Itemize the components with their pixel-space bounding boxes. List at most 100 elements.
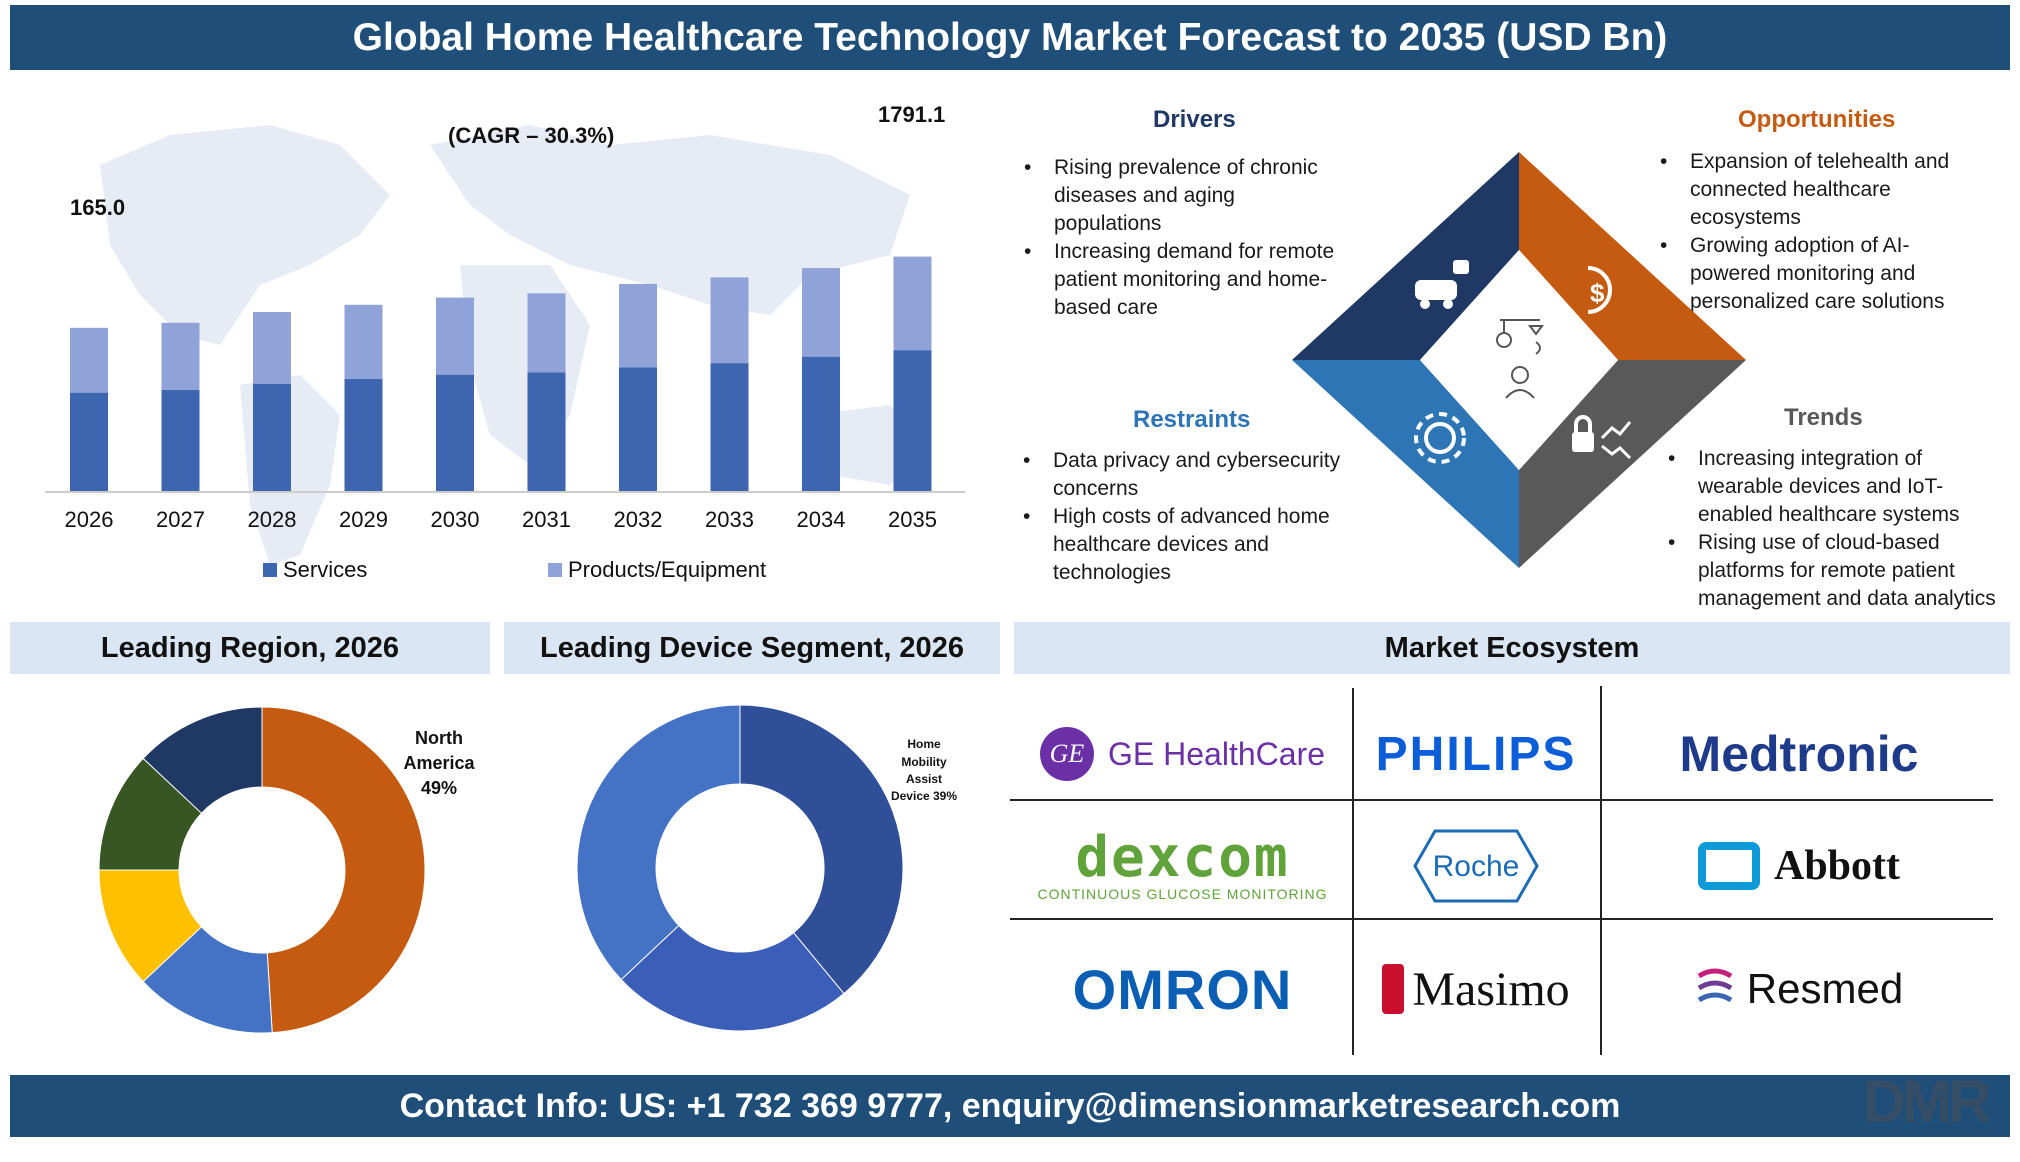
device-donut-chart: Home Mobility Assist Device 39% (576, 704, 957, 1032)
masimo-mark-icon (1382, 964, 1405, 1014)
diamond-restraints-segment (1292, 360, 1519, 568)
masimo-logo: Masimo (1356, 935, 1596, 1043)
restraints-title: Restraints (1133, 406, 1251, 433)
region-donut-chart: North America 49% (98, 706, 476, 1034)
grid-divider (1010, 918, 1993, 920)
ecosystem-panel-header: Market Ecosystem (1014, 622, 2010, 674)
x-tick-label: 2028 (248, 507, 297, 532)
donut-slice-2 (576, 704, 741, 981)
bar-products-2029 (344, 304, 383, 379)
trends-title: Trends (1784, 404, 1863, 431)
diamond-drivers-segment (1292, 152, 1519, 360)
donut-slice-0 (739, 704, 904, 995)
device-callout-line1: Home (907, 737, 941, 751)
list-item: High costs of advanced home healthcare d… (1023, 503, 1353, 587)
region-callout-line3: 49% (421, 778, 457, 798)
first-value-label: 165.0 (70, 195, 125, 220)
bar-products-2030 (436, 297, 474, 375)
opportunities-title: Opportunities (1738, 106, 1896, 133)
x-tick-label: 2026 (65, 507, 114, 532)
virus-icon (1414, 412, 1466, 464)
philips-logo: PHILIPS (1375, 727, 1577, 781)
omron-logo: OMRON (1072, 957, 1293, 1021)
device-panel-header: Leading Device Segment, 2026 (504, 622, 1000, 674)
svg-text:$: $ (1590, 278, 1605, 308)
bar-services-2034 (802, 356, 840, 492)
x-tick-label: 2035 (888, 507, 937, 532)
resmed-logo: Resmed (1604, 935, 1994, 1043)
bar-products-2033 (710, 277, 749, 364)
device-callout-line4: Device 39% (891, 789, 957, 803)
dollar-exchange-icon: $ (1587, 266, 1612, 314)
cagr-label: (CAGR – 30.3%) (448, 123, 614, 148)
restraints-list: Data privacy and cybersecurity concerns … (1023, 447, 1353, 587)
donut-slice-4 (142, 706, 263, 814)
page-title: Global Home Healthcare Technology Market… (10, 5, 2010, 70)
drivers-title: Drivers (1153, 106, 1236, 133)
bar-products-2035 (893, 256, 932, 351)
dmr-brand-logo: DMR (1862, 1068, 1992, 1135)
x-tick-label: 2030 (431, 507, 480, 532)
ge-healthcare-logo: GE GE HealthCare (1020, 710, 1345, 798)
region-callout-line1: North (415, 728, 463, 748)
bar-services-2035 (893, 350, 932, 492)
last-value-label: 1791.1 (878, 102, 945, 127)
list-item: Increasing demand for remote patient mon… (1024, 238, 1344, 322)
region-panel-header: Leading Region, 2026 (10, 622, 490, 674)
grid-divider (1600, 686, 1602, 1055)
device-callout-line2: Mobility (901, 755, 947, 769)
grid-divider (1352, 688, 1354, 1055)
ge-monogram-icon: GE (1040, 727, 1094, 781)
bar-services-2028 (253, 384, 291, 492)
opportunities-list: Expansion of telehealth and connected he… (1660, 148, 1990, 316)
resmed-wave-icon (1697, 968, 1733, 1003)
bar-products-2034 (802, 268, 840, 357)
dexcom-logo: Dexcom CONTINUOUS GLUCOSE MONITORING (1037, 825, 1328, 903)
market-forecast-bar-chart: 2026 2027 2028 2029 2030 2031 2032 2033 2034 2035… (45, 102, 965, 582)
bar-products-2031 (527, 293, 566, 373)
x-tick-label: 2031 (522, 507, 571, 532)
bar-products-2028 (253, 312, 291, 384)
list-item: Rising use of cloud-based platforms for … (1668, 529, 2008, 613)
bar-services-2031 (527, 372, 566, 492)
drivers-list: Rising prevalence of chronic diseases an… (1024, 154, 1344, 322)
grid-divider (1010, 799, 1993, 801)
list-item: Expansion of telehealth and connected he… (1660, 148, 1990, 232)
legend-label-services: Services (283, 557, 367, 582)
legend-swatch-products (548, 563, 562, 577)
abbott-logo: Abbott (1604, 818, 1994, 914)
drivers-diamond-graphic: $ (1292, 152, 1746, 568)
abbott-mark-icon (1697, 842, 1760, 890)
diamond-opportunities-segment (1519, 152, 1746, 360)
list-item: Data privacy and cybersecurity concerns (1023, 447, 1353, 503)
bar-services-2030 (436, 374, 474, 492)
x-tick-label: 2027 (156, 507, 205, 532)
home-care-icon (1496, 319, 1544, 399)
roche-logo: Roche (1356, 818, 1596, 914)
bar-products-2026 (70, 327, 108, 393)
x-tick-label: 2032 (614, 507, 663, 532)
x-tick-label: 2029 (339, 507, 388, 532)
diamond-trends-segment (1519, 360, 1746, 568)
device-callout-line3: Assist (906, 772, 942, 786)
x-tick-label: 2033 (705, 507, 754, 532)
list-item: Increasing integration of wearable devic… (1668, 445, 2008, 529)
region-callout-line2: America (403, 753, 475, 773)
bar-services-2026 (70, 392, 108, 492)
x-tick-label: 2034 (797, 507, 846, 532)
lock-growth-icon (1572, 415, 1632, 460)
svg-text:Roche: Roche (1433, 850, 1520, 883)
bar-products-2032 (619, 283, 657, 368)
bar-services-2032 (619, 367, 657, 492)
donut-slice-1 (620, 924, 845, 1032)
roche-hexagon-icon: Roche (1413, 829, 1539, 903)
bar-services-2033 (710, 363, 749, 492)
donut-slice-0 (261, 706, 426, 1034)
diamond-center (1420, 250, 1618, 470)
bar-products-2027 (161, 322, 200, 390)
contact-banner: Contact Info: US: +1 732 369 9777, enqui… (10, 1075, 2010, 1137)
medtronic-logo: Medtronic (1679, 726, 1919, 782)
legend-swatch-services (263, 563, 277, 577)
list-item: Rising prevalence of chronic diseases an… (1024, 154, 1344, 238)
bar-services-2029 (344, 378, 383, 492)
